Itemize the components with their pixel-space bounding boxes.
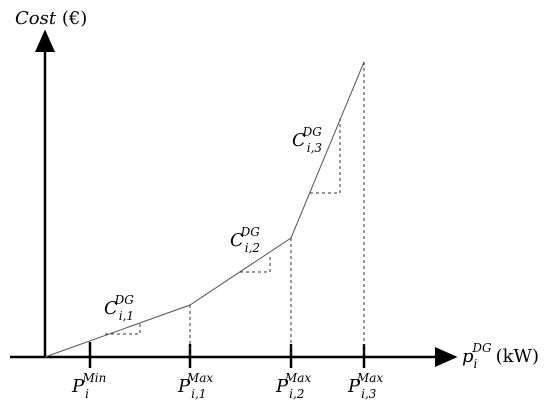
label-base: P [347, 376, 361, 397]
x-tick-label: Pi,1 Max [177, 371, 213, 401]
label-part: (€) [62, 8, 88, 29]
label-sup: Min [81, 371, 106, 385]
label-sup: Max [356, 371, 383, 385]
label-sup: DG [114, 293, 135, 307]
label-sup: DG [302, 125, 323, 139]
guides [105, 62, 365, 357]
label-sub: i,1 [119, 309, 134, 323]
label-part: (kW) [496, 346, 539, 367]
slope-label: Ci,2 DG [230, 225, 260, 255]
y-axis-label: Cost (€) [15, 8, 87, 29]
cost-curve [44, 61, 365, 358]
x-axis-label: pi DG (kW) [462, 341, 539, 371]
label-sup: Max [186, 371, 213, 385]
label-part: i [474, 357, 478, 371]
label-part: Cost [15, 8, 57, 29]
label-base: C [292, 130, 306, 151]
label-base: C [104, 298, 118, 319]
label-base: P [275, 376, 289, 397]
label-base: C [230, 230, 244, 251]
slope-label: Ci,3 DG [292, 125, 322, 155]
label-sup: DG [240, 225, 261, 239]
x-tick-label: Pi,2 Max [275, 371, 311, 401]
label-base: P [71, 376, 85, 397]
label-sub: i,3 [307, 141, 323, 155]
label-sub: i [85, 387, 89, 401]
tick-marks [88, 342, 366, 368]
x-tick-label: Pi,3 Max [347, 371, 383, 401]
slope-label: Ci,1 DG [104, 293, 134, 323]
label-sup: Max [284, 371, 311, 385]
label-part: p [462, 346, 474, 367]
x-tick-label: Pi Min [71, 371, 106, 401]
label-part: DG [471, 341, 492, 355]
label-sub: i,1 [191, 387, 206, 401]
label-sub: i,3 [361, 387, 377, 401]
label-base: P [177, 376, 191, 397]
label-sub: i,2 [289, 387, 304, 401]
label-sub: i,2 [245, 241, 260, 255]
